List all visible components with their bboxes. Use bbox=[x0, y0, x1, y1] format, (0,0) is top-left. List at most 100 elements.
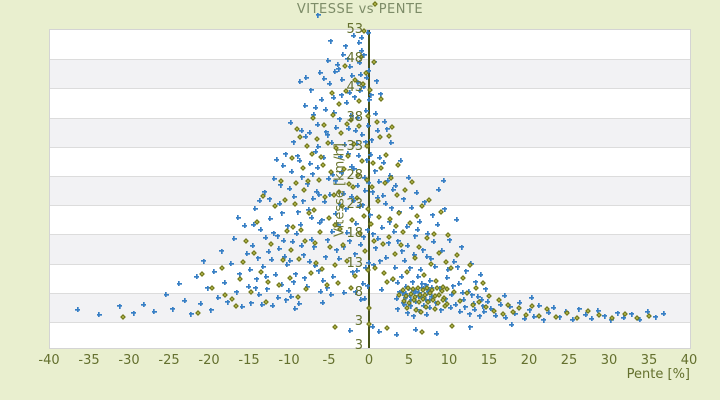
data-point-serie-bleue bbox=[194, 274, 200, 280]
data-point-serie-bleue bbox=[442, 206, 448, 212]
x-tick-label: 35 bbox=[640, 353, 658, 368]
gridline bbox=[50, 147, 690, 148]
data-point-serie-bleue bbox=[234, 289, 240, 295]
data-point-serie-bleue bbox=[347, 64, 353, 70]
x-tick-label: -25 bbox=[158, 353, 180, 368]
data-point-serie-bleue bbox=[176, 281, 182, 287]
data-point-serie-bleue bbox=[300, 198, 306, 204]
data-point-serie-bleue bbox=[380, 193, 386, 199]
data-point-serie-bleue bbox=[395, 306, 401, 312]
data-point-serie-bleue bbox=[239, 304, 245, 310]
data-point-serie-bleue bbox=[419, 281, 425, 287]
data-point-serie-bleue bbox=[284, 262, 290, 268]
gridline bbox=[50, 205, 690, 206]
data-point-serie-bleue bbox=[479, 297, 485, 303]
data-point-serie-bleue bbox=[75, 307, 80, 313]
data-point-serie-bleue bbox=[457, 308, 463, 314]
data-point-serie-bleue bbox=[322, 199, 328, 205]
data-point-serie-bleue bbox=[443, 296, 449, 302]
data-point-serie-bleue bbox=[461, 297, 467, 303]
data-point-serie-bleue bbox=[389, 205, 395, 211]
data-point-serie-bleue bbox=[275, 295, 281, 301]
data-point-serie-bleue bbox=[404, 224, 410, 230]
data-point-serie-bleue bbox=[288, 294, 294, 300]
data-point-serie-bleue bbox=[529, 295, 535, 301]
data-point-serie-bleue bbox=[331, 95, 336, 101]
plot-band bbox=[50, 146, 690, 176]
data-point-serie-bleue bbox=[488, 305, 494, 311]
data-point-serie-bleue bbox=[292, 305, 298, 311]
data-point-serie-bleue bbox=[483, 286, 488, 292]
y-tick-label: 13 bbox=[346, 255, 363, 271]
data-point-serie-bleue bbox=[315, 165, 321, 171]
data-point-serie-bleue bbox=[320, 300, 326, 306]
data-point-serie-bleue bbox=[360, 280, 366, 286]
data-point-serie-bleue bbox=[349, 72, 355, 78]
data-point-serie-bleue bbox=[328, 291, 334, 297]
data-point-serie-bleue bbox=[435, 221, 440, 227]
data-point-serie-bleue bbox=[356, 152, 362, 158]
data-point-serie-bleue bbox=[315, 12, 321, 18]
data-point-serie-bleue bbox=[413, 327, 419, 332]
data-point-serie-bleue bbox=[531, 314, 537, 320]
data-point-serie-bleue bbox=[427, 277, 433, 283]
data-point-serie-bleue bbox=[430, 212, 436, 218]
data-point-serie-bleue bbox=[431, 239, 436, 245]
y-tick-label: 8 bbox=[354, 284, 363, 300]
data-point-serie-bleue bbox=[366, 68, 372, 74]
data-point-serie-bleue bbox=[369, 137, 375, 143]
data-point-serie-bleue bbox=[353, 127, 358, 133]
y-tick-label: 48 bbox=[346, 51, 363, 67]
data-point-serie-bleue bbox=[225, 299, 231, 305]
data-point-serie-bleue bbox=[96, 312, 102, 318]
data-point-serie-bleue bbox=[397, 289, 403, 295]
data-point-serie-bleue bbox=[428, 256, 434, 262]
data-point-serie-bleue bbox=[351, 166, 357, 172]
data-point-serie-bleue bbox=[390, 186, 396, 192]
data-point-serie-bleue bbox=[117, 303, 123, 309]
data-point-serie-bleue bbox=[411, 252, 417, 258]
data-point-serie-bleue bbox=[280, 163, 286, 169]
y-tick-label: 28 bbox=[346, 168, 363, 183]
data-point-serie-bleue bbox=[472, 307, 478, 313]
data-point-serie-bleue bbox=[392, 265, 398, 271]
data-point-serie-bleue bbox=[170, 306, 176, 312]
data-point-serie-bleue bbox=[278, 182, 284, 188]
data-point-serie-bleue bbox=[309, 215, 314, 221]
x-tick-label: -40 bbox=[38, 353, 60, 368]
data-point-serie-bleue bbox=[310, 196, 316, 202]
data-point-serie-bleue bbox=[373, 245, 379, 251]
data-point-serie-bleue bbox=[307, 259, 312, 265]
data-point-serie-bleue bbox=[274, 157, 280, 163]
data-point-serie-bleue bbox=[512, 311, 518, 317]
data-point-serie-bleue bbox=[370, 189, 376, 195]
data-point-serie-bleue bbox=[320, 277, 326, 283]
gridline bbox=[50, 118, 690, 119]
data-point-serie-bleue bbox=[163, 291, 169, 297]
data-point-serie-bleue bbox=[333, 211, 339, 217]
data-point-serie-bleue bbox=[445, 266, 451, 272]
data-point-serie-bleue bbox=[621, 315, 627, 321]
data-point-serie-bleue bbox=[386, 240, 392, 246]
data-point-serie-bleue bbox=[374, 78, 380, 84]
data-point-serie-bleue bbox=[481, 309, 487, 315]
data-point-serie-bleue bbox=[355, 183, 361, 189]
data-point-serie-bleue bbox=[323, 107, 328, 113]
data-point-serie-bleue bbox=[271, 230, 276, 236]
data-point-serie-bleue bbox=[319, 96, 324, 102]
x-tick-label: 30 bbox=[600, 353, 618, 368]
data-point-serie-bleue bbox=[661, 311, 667, 317]
data-point-serie-bleue bbox=[315, 122, 320, 128]
data-point-serie-bleue bbox=[253, 285, 259, 291]
data-point-serie-bleue bbox=[266, 249, 272, 255]
x-tick-label: 0 bbox=[364, 353, 374, 368]
data-point-serie-bleue bbox=[503, 315, 508, 321]
data-point-serie-bleue bbox=[267, 196, 272, 202]
data-point-serie-bleue bbox=[258, 227, 264, 233]
x-tick-label: 25 bbox=[560, 353, 578, 368]
data-point-serie-bleue bbox=[347, 90, 352, 96]
data-point-serie-bleue bbox=[295, 209, 301, 215]
data-point-serie-bleue bbox=[321, 155, 327, 161]
data-point-serie-bleue bbox=[350, 269, 356, 275]
data-point-serie-bleue bbox=[336, 66, 342, 72]
